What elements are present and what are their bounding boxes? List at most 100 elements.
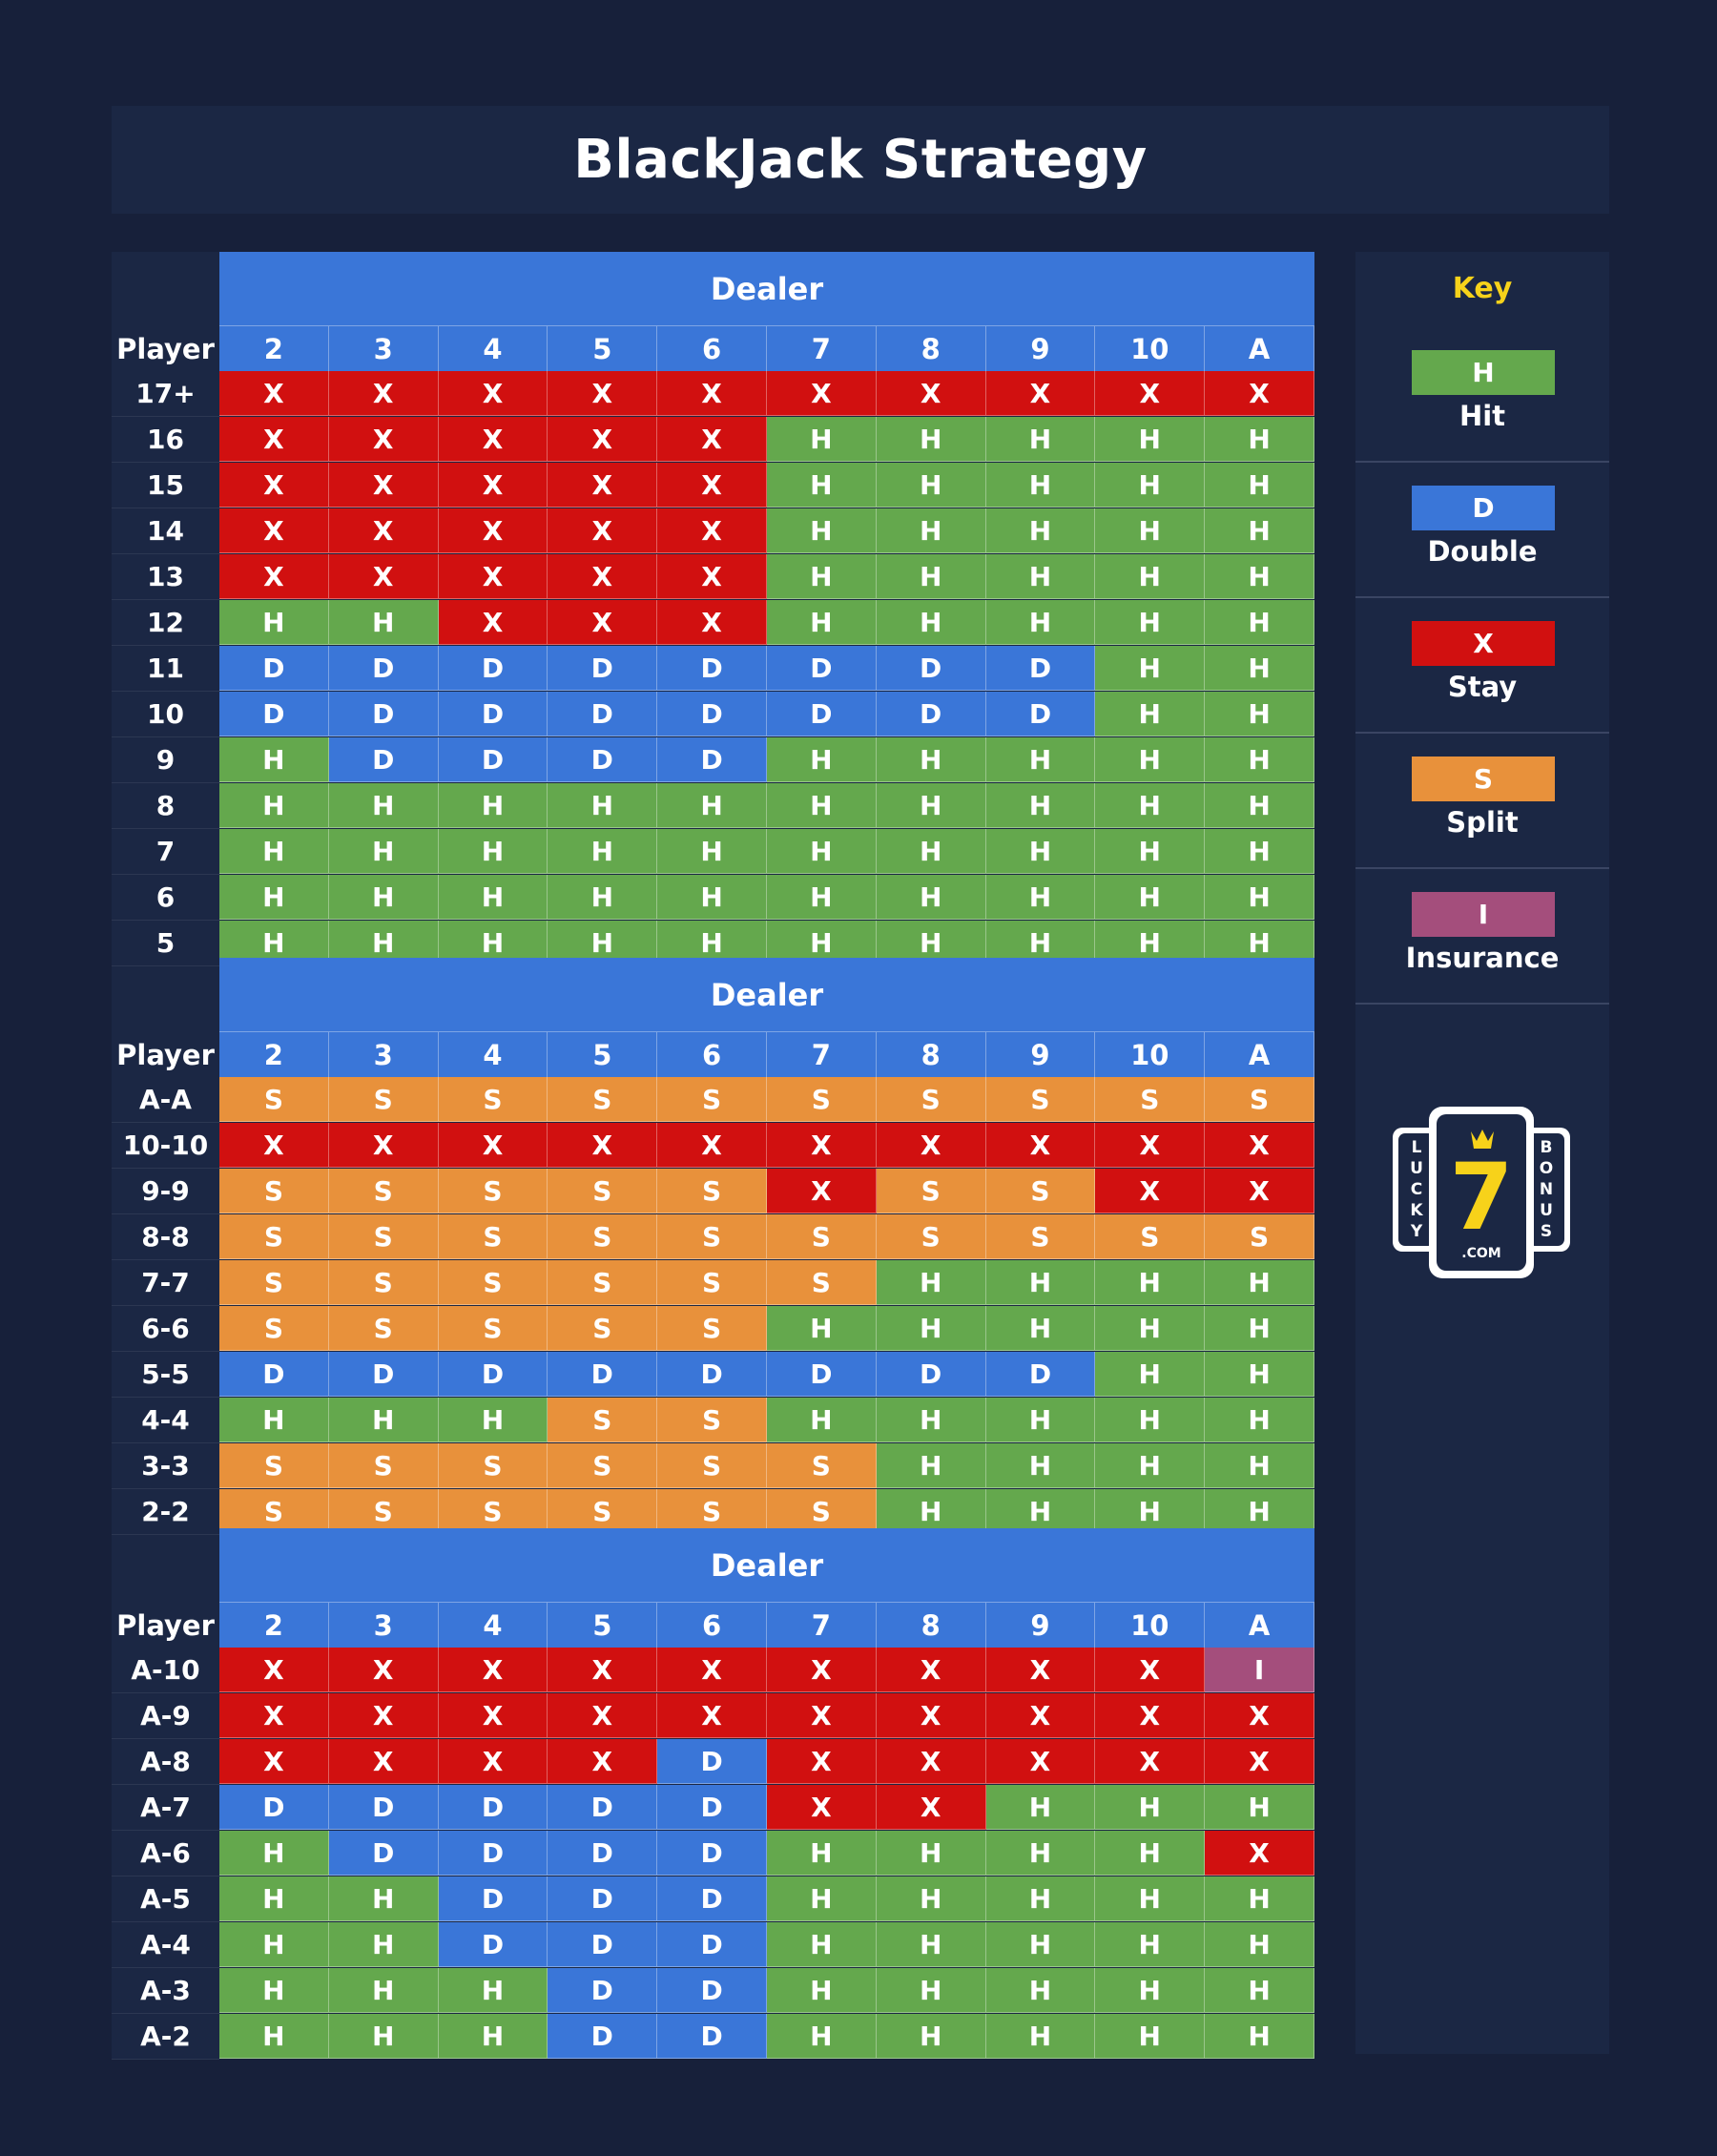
player-hand-label: 2-2 xyxy=(112,1489,219,1535)
strategy-cell: H xyxy=(1205,1306,1314,1351)
player-hand-label: A-A xyxy=(112,1077,219,1123)
strategy-cell: D xyxy=(985,646,1096,691)
strategy-cell: H xyxy=(876,1398,986,1442)
strategy-cell: X xyxy=(328,1739,439,1784)
strategy-cell: S xyxy=(438,1214,548,1259)
strategy-cell: H xyxy=(876,737,986,782)
strategy-cell: S xyxy=(766,1260,877,1305)
dealer-card-header: 2 xyxy=(219,1032,329,1077)
key-swatch: H xyxy=(1412,350,1555,395)
strategy-cell: S xyxy=(219,1214,329,1259)
title-banner: BlackJack Strategy xyxy=(112,106,1609,214)
dealer-card-header: 9 xyxy=(985,326,1096,371)
strategy-cell: H xyxy=(766,1922,877,1967)
strategy-cell: H xyxy=(1095,1352,1206,1397)
strategy-cell: D xyxy=(328,1352,439,1397)
dealer-card-header: 4 xyxy=(438,1603,548,1648)
strategy-cell: H xyxy=(876,1922,986,1967)
strategy-cell: H xyxy=(766,737,877,782)
strategy-cell: H xyxy=(1095,1443,1206,1488)
strategy-cell: H xyxy=(876,829,986,874)
strategy-cell: S xyxy=(328,1169,439,1213)
strategy-cell: X xyxy=(438,1739,548,1784)
strategy-cell: X xyxy=(876,371,986,416)
strategy-cell: H xyxy=(766,554,877,599)
dealer-card-header: A xyxy=(1205,326,1314,371)
strategy-cell: H xyxy=(219,875,329,920)
strategy-cell: H xyxy=(1205,600,1314,645)
strategy-cell: S xyxy=(219,1489,329,1534)
strategy-cell: D xyxy=(657,1739,767,1784)
strategy-cell: D xyxy=(657,1831,767,1876)
dealer-card-header: 3 xyxy=(328,326,439,371)
strategy-cell: H xyxy=(1095,600,1206,645)
strategy-cell: X xyxy=(219,1648,329,1692)
key-label: Stay xyxy=(1447,671,1518,703)
strategy-cell: H xyxy=(328,875,439,920)
dealer-card-header: 10 xyxy=(1095,1032,1206,1077)
strategy-cell: S xyxy=(657,1260,767,1305)
dealer-card-header: 7 xyxy=(766,326,877,371)
strategy-cell: H xyxy=(657,875,767,920)
strategy-cell: H xyxy=(548,829,658,874)
strategy-cell: H xyxy=(1205,508,1314,553)
player-hand-label: 9 xyxy=(112,737,219,783)
strategy-cell: D xyxy=(219,646,329,691)
page-title: BlackJack Strategy xyxy=(573,129,1148,191)
strategy-cell: X xyxy=(657,463,767,508)
dealer-header: Dealer xyxy=(219,1528,1314,1603)
dealer-card-header: 6 xyxy=(657,1032,767,1077)
strategy-cell: H xyxy=(1205,554,1314,599)
key-label: Double xyxy=(1427,535,1538,568)
player-hand-label: A-7 xyxy=(112,1785,219,1831)
dealer-card-header: 7 xyxy=(766,1603,877,1648)
strategy-cell: D xyxy=(438,1352,548,1397)
player-hand-label: 10-10 xyxy=(112,1123,219,1169)
strategy-cell: H xyxy=(876,1489,986,1534)
strategy-cell: H xyxy=(876,1968,986,2013)
strategy-cell: H xyxy=(1205,1398,1314,1442)
strategy-cell: D xyxy=(548,1968,658,2013)
player-hand-label: 9-9 xyxy=(112,1169,219,1214)
strategy-cell: H xyxy=(328,1968,439,2013)
strategy-cell: D xyxy=(548,646,658,691)
logo-crown xyxy=(1471,1130,1494,1149)
strategy-cell: H xyxy=(1205,463,1314,508)
strategy-cell: X xyxy=(657,554,767,599)
strategy-cell: S xyxy=(328,1443,439,1488)
strategy-cell: S xyxy=(548,1169,658,1213)
player-hand-label: 11 xyxy=(112,646,219,692)
strategy-cell: H xyxy=(438,1398,548,1442)
player-hand-label: 13 xyxy=(112,554,219,600)
strategy-cell: X xyxy=(548,1648,658,1692)
strategy-cell: H xyxy=(1095,1260,1206,1305)
strategy-cell: H xyxy=(1205,2014,1314,2059)
strategy-cell: H xyxy=(328,1876,439,1921)
strategy-cell: H xyxy=(219,2014,329,2059)
strategy-cell: S xyxy=(1095,1214,1206,1259)
strategy-cell: S xyxy=(657,1306,767,1351)
strategy-cell: S xyxy=(876,1077,986,1122)
strategy-cell: D xyxy=(328,1785,439,1830)
strategy-cell: X xyxy=(985,1123,1096,1168)
strategy-cell: S xyxy=(876,1169,986,1213)
strategy-cell: D xyxy=(766,1352,877,1397)
strategy-cell: S xyxy=(328,1077,439,1122)
strategy-cell: D xyxy=(657,2014,767,2059)
dealer-card-header: 2 xyxy=(219,326,329,371)
strategy-cell: X xyxy=(328,1123,439,1168)
dealer-card-header: 8 xyxy=(876,326,986,371)
player-hand-label: A-3 xyxy=(112,1968,219,2014)
strategy-cell: S xyxy=(985,1077,1096,1122)
strategy-cell: D xyxy=(657,1968,767,2013)
strategy-cell: H xyxy=(876,2014,986,2059)
strategy-cell: H xyxy=(1205,1489,1314,1534)
key-swatch: I xyxy=(1412,892,1555,937)
strategy-cell: H xyxy=(1205,417,1314,462)
strategy-cell: X xyxy=(328,417,439,462)
player-hand-label: 15 xyxy=(112,463,219,508)
strategy-cell: S xyxy=(328,1214,439,1259)
strategy-cell: D xyxy=(657,1922,767,1967)
